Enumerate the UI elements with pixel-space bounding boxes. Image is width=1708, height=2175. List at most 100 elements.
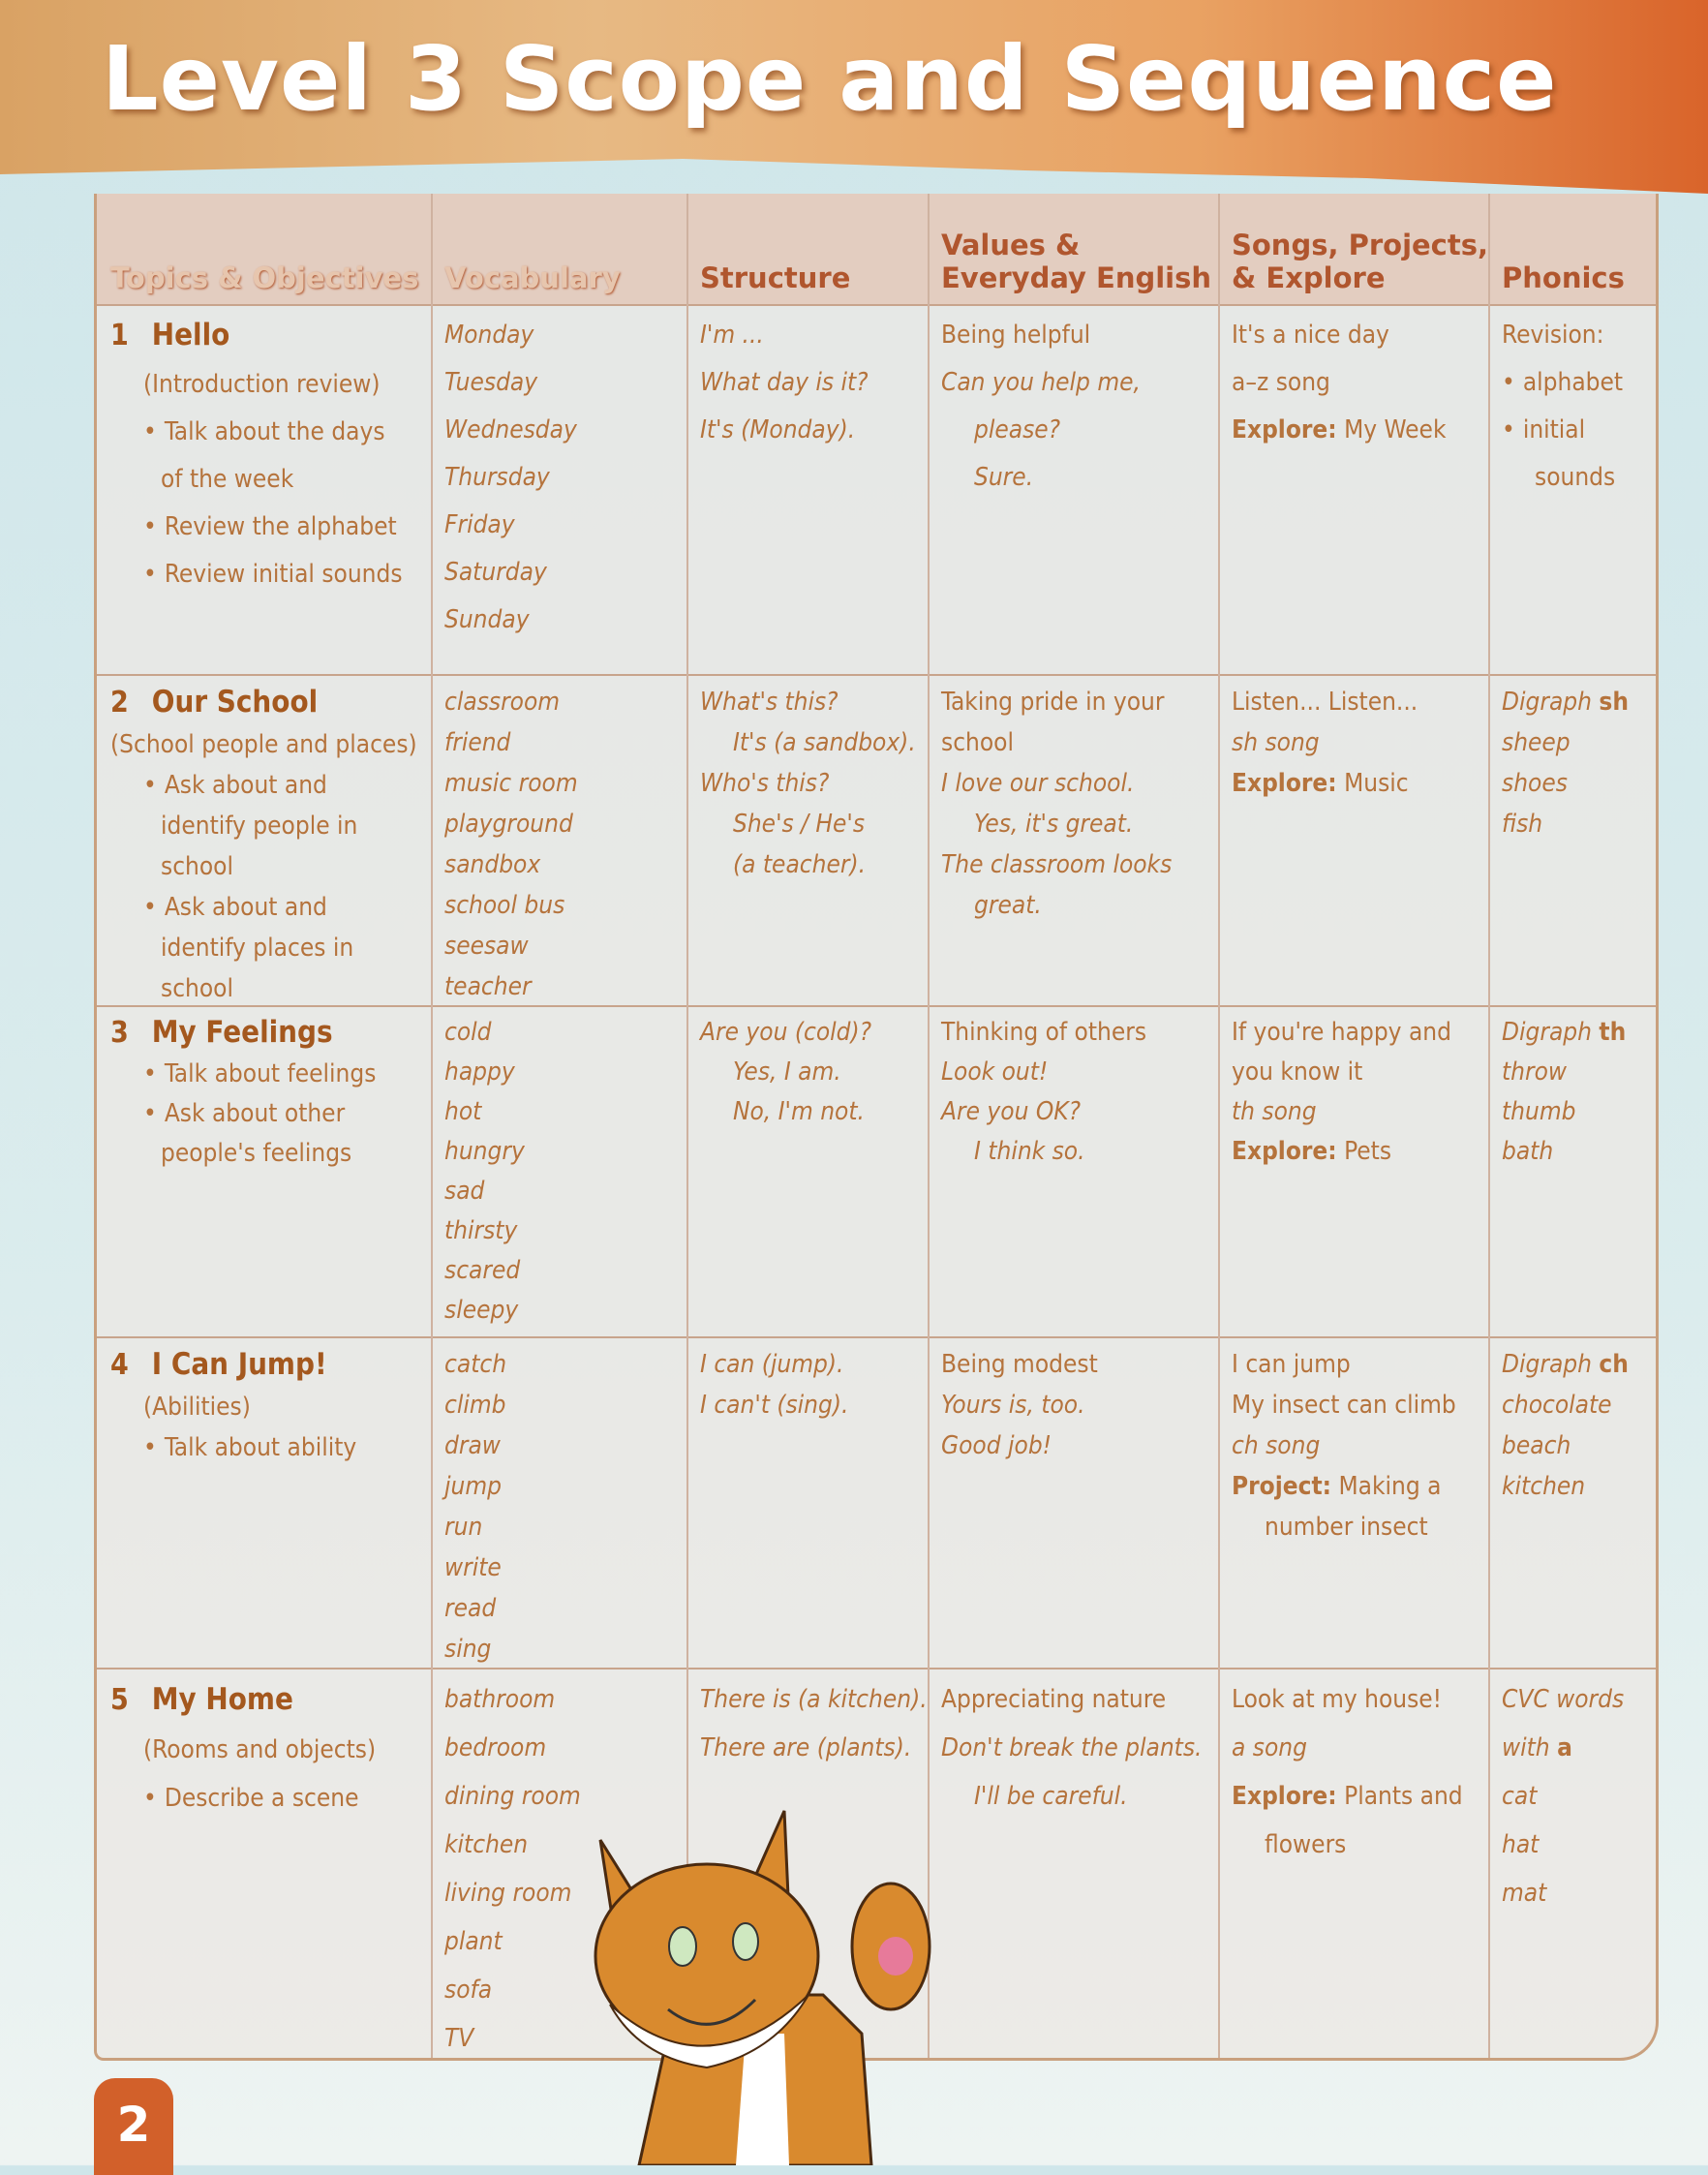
- cell-vocab: catch climb draw jump run write read sing: [444, 1344, 506, 1670]
- title-banner: [0, 0, 1708, 194]
- structure-line: It's (a sandbox).: [700, 722, 916, 763]
- phonics-line: Digraph th: [1502, 1013, 1626, 1053]
- cell-songs: Look at my house! a song Explore: Plants a…: [1232, 1675, 1463, 1869]
- structure-line: She's / He's: [700, 804, 916, 844]
- values-line: please?: [941, 407, 1141, 454]
- topic-line: of the week: [110, 456, 403, 504]
- cell-songs: If you're happy and you know it th song Exp…: [1232, 1013, 1451, 1172]
- cell-phonics: Digraph ch chocolate beach kitchen: [1502, 1344, 1629, 1507]
- column-header-vocab: Vocabulary: [444, 261, 621, 294]
- cell-songs: Listen... Listen... sh song Explore: Music: [1232, 682, 1418, 804]
- topic-line: school: [110, 968, 417, 1009]
- line-text: I think so.: [974, 1137, 1085, 1166]
- column-divider: [928, 194, 930, 2058]
- unit-title: My Feelings: [151, 1015, 333, 1050]
- line-text: The classroom looks: [941, 850, 1173, 879]
- cell-songs: It's a nice day a–z song Explore: My Week: [1232, 312, 1447, 454]
- values-line: I love our school.: [941, 763, 1172, 804]
- column-divider: [686, 194, 688, 2058]
- values-line: I'll be careful.: [941, 1772, 1202, 1821]
- vocab-word: bedroom: [444, 1733, 547, 1762]
- line-text: (Abilities): [143, 1393, 251, 1422]
- phonics-line: thumb: [1502, 1092, 1626, 1132]
- line-text: (Rooms and objects): [143, 1735, 377, 1764]
- values-line: Yes, it's great.: [941, 804, 1172, 844]
- line-text: It's (a sandbox).: [733, 728, 916, 757]
- unit-number: 5: [110, 1683, 129, 1717]
- songs-line: a–z song: [1232, 359, 1447, 407]
- structure-line: Yes, I am.: [700, 1053, 871, 1092]
- line-text: kitchen: [1502, 1472, 1586, 1501]
- values-line: Appreciating nature: [941, 1675, 1202, 1724]
- line-text: Ask about and: [164, 893, 327, 922]
- line-text: Describe a scene: [164, 1784, 359, 1813]
- line-text: identify people in: [161, 812, 358, 841]
- vocab-word: TV: [444, 2024, 474, 2053]
- songs-line: My insect can climb: [1232, 1385, 1456, 1425]
- vocab-word: cold: [444, 1018, 492, 1047]
- line-text: Taking pride in your: [941, 688, 1165, 717]
- column-header-values: Values & Everyday English: [941, 229, 1212, 294]
- line-text: ch song: [1232, 1431, 1321, 1460]
- line-text: My insect can climb: [1232, 1391, 1456, 1420]
- values-line: Look out!: [941, 1053, 1146, 1092]
- line-text: alphabet: [1522, 368, 1624, 397]
- line-text: Look at my house!: [1232, 1685, 1443, 1714]
- cell-vocab: bathroom bedroom dining room kitchen living …: [444, 1675, 581, 2063]
- unit-row-4: 4 I Can Jump! (Abilities) Talk about abilit…: [97, 1336, 1656, 1670]
- digraph-letters: a: [1557, 1733, 1572, 1762]
- phonics-line: initial: [1502, 407, 1623, 454]
- topic-line: school: [110, 846, 417, 887]
- vocab-word: friend: [444, 728, 511, 757]
- line-text: Plants and: [1336, 1782, 1463, 1811]
- cell-values: Taking pride in your school I love our sch…: [941, 682, 1172, 926]
- topic-line: identify people in: [110, 806, 417, 846]
- topic-line: Describe a scene: [110, 1774, 376, 1823]
- unit-number: 3: [110, 1016, 129, 1050]
- vocab-word: Saturday: [444, 558, 547, 587]
- column-divider: [1218, 194, 1220, 2058]
- line-text: chocolate: [1502, 1391, 1612, 1420]
- line-text: (a teacher).: [733, 850, 867, 879]
- vocab-word: run: [444, 1513, 483, 1542]
- structure-line: I can't (sing).: [700, 1385, 848, 1425]
- label-bold: Explore:: [1232, 415, 1337, 444]
- phonics-line: CVC words: [1502, 1675, 1624, 1724]
- line-text: sounds: [1535, 463, 1616, 492]
- vocab-word: bathroom: [444, 1685, 556, 1714]
- songs-line: ch song: [1232, 1425, 1456, 1466]
- line-text: I can (jump).: [700, 1350, 844, 1379]
- cell-topic: 5 My Home (Rooms and objects) Describe a sc…: [110, 1675, 376, 1823]
- vocab-word: sing: [444, 1635, 492, 1664]
- column-header-topic: Topics & Objectives: [110, 261, 419, 294]
- vocab-word: sad: [444, 1177, 485, 1206]
- vocab-word: write: [444, 1553, 502, 1582]
- songs-line: Explore: Pets: [1232, 1132, 1451, 1172]
- vocab-word: Wednesday: [444, 415, 577, 444]
- songs-line: a song: [1232, 1724, 1463, 1772]
- line-text: Digraph: [1502, 688, 1600, 717]
- structure-line: Who's this?: [700, 763, 916, 804]
- topic-line: (Rooms and objects): [110, 1726, 376, 1774]
- label-bold: Explore:: [1232, 1137, 1337, 1166]
- structure-line: What day is it?: [700, 359, 869, 407]
- cell-topic: 2 Our School (School people and places) Ask…: [110, 682, 417, 1009]
- cell-songs: I can jump My insect can climb ch song Proj…: [1232, 1344, 1456, 1547]
- cell-structure: I'm ... What day is it? It's (Monday).: [700, 312, 869, 454]
- line-text: you know it: [1232, 1057, 1363, 1087]
- structure-line: I can (jump).: [700, 1344, 848, 1385]
- unit-row-5: 5 My Home (Rooms and objects) Describe a sc…: [97, 1668, 1656, 2058]
- line-text: people's feelings: [161, 1139, 352, 1168]
- line-text: Yes, it's great.: [974, 810, 1134, 839]
- vocab-word: sofa: [444, 1976, 493, 2005]
- unit-number: 4: [110, 1348, 129, 1382]
- line-text: Can you help me,: [941, 368, 1141, 397]
- unit-title: Hello: [151, 318, 230, 352]
- values-line: Can you help me,: [941, 359, 1141, 407]
- songs-line: I can jump: [1232, 1344, 1456, 1385]
- phonics-line: kitchen: [1502, 1466, 1629, 1507]
- topic-line: identify places in: [110, 928, 417, 968]
- line-text: Who's this?: [700, 769, 830, 798]
- structure-line: I'm ...: [700, 312, 869, 359]
- line-text: Yes, I am.: [733, 1057, 841, 1087]
